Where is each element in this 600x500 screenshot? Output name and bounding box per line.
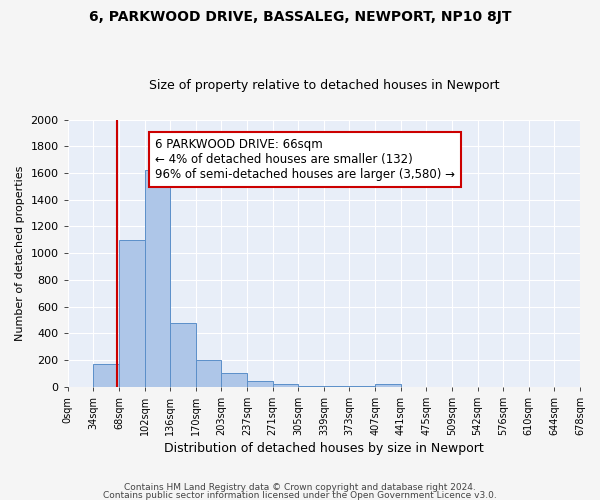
Bar xyxy=(272,384,298,386)
Bar xyxy=(196,360,221,386)
Text: 6 PARKWOOD DRIVE: 66sqm
← 4% of detached houses are smaller (132)
96% of semi-de: 6 PARKWOOD DRIVE: 66sqm ← 4% of detached… xyxy=(155,138,455,182)
Text: Contains public sector information licensed under the Open Government Licence v3: Contains public sector information licen… xyxy=(103,490,497,500)
X-axis label: Distribution of detached houses by size in Newport: Distribution of detached houses by size … xyxy=(164,442,484,455)
Bar xyxy=(170,323,196,386)
Bar xyxy=(221,372,247,386)
Bar xyxy=(119,240,145,386)
Bar xyxy=(94,364,119,386)
Title: Size of property relative to detached houses in Newport: Size of property relative to detached ho… xyxy=(149,79,499,92)
Text: Contains HM Land Registry data © Crown copyright and database right 2024.: Contains HM Land Registry data © Crown c… xyxy=(124,484,476,492)
Text: 6, PARKWOOD DRIVE, BASSALEG, NEWPORT, NP10 8JT: 6, PARKWOOD DRIVE, BASSALEG, NEWPORT, NP… xyxy=(89,10,511,24)
Bar xyxy=(247,382,272,386)
Bar xyxy=(145,170,170,386)
Bar xyxy=(375,384,401,386)
Y-axis label: Number of detached properties: Number of detached properties xyxy=(15,166,25,341)
